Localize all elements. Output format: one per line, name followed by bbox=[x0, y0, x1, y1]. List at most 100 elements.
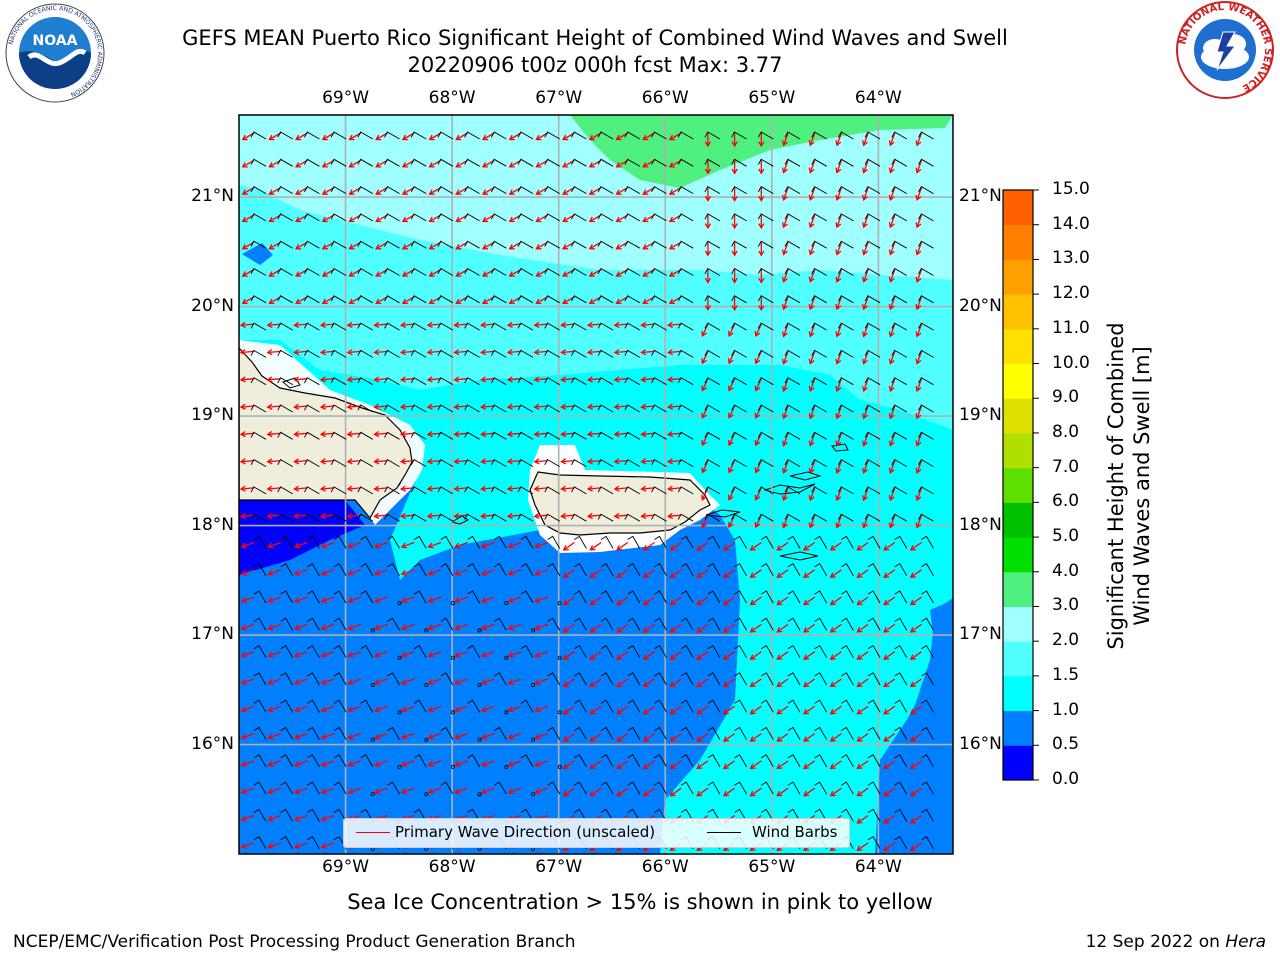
wind-barb bbox=[571, 131, 587, 140]
lon-label-bottom: 65°W bbox=[748, 857, 796, 877]
wind-barb-calm bbox=[531, 628, 536, 633]
wave-direction-arrowhead bbox=[240, 733, 247, 740]
wave-direction-arrowhead bbox=[669, 763, 676, 770]
wind-barb-calm bbox=[531, 792, 536, 797]
wave-direction-arrowhead bbox=[915, 303, 922, 311]
wind-barb bbox=[677, 213, 694, 222]
wave-direction-arrow bbox=[534, 350, 548, 354]
wave-direction-arrowhead bbox=[915, 140, 922, 147]
wave-direction-arrow bbox=[857, 541, 869, 551]
wave-direction-arrow bbox=[857, 596, 869, 606]
wind-barb bbox=[357, 349, 374, 358]
wind-barb bbox=[253, 535, 267, 549]
wave-direction-arrow bbox=[428, 732, 442, 739]
wind-barb bbox=[707, 672, 721, 686]
wave-direction-arrow bbox=[429, 268, 442, 277]
wave-direction-arrow bbox=[776, 705, 789, 715]
wave-direction-arrowhead bbox=[374, 569, 381, 576]
wind-barb bbox=[464, 185, 480, 194]
wind-barb bbox=[894, 699, 908, 713]
wave-direction-arrowhead bbox=[613, 430, 620, 438]
wind-barb bbox=[600, 726, 614, 740]
wave-direction-arrowhead bbox=[642, 654, 649, 660]
wind-barb bbox=[520, 754, 534, 768]
wave-direction-arrow bbox=[269, 241, 282, 250]
wave-direction-arrowhead bbox=[731, 277, 738, 284]
wave-direction-arrowhead bbox=[588, 134, 595, 141]
wave-direction-arrowhead bbox=[758, 277, 765, 284]
wind-barb bbox=[841, 617, 854, 631]
wave-direction-arrowhead bbox=[668, 298, 675, 305]
wave-direction-arrow bbox=[294, 378, 308, 381]
wave-direction-arrow bbox=[321, 378, 335, 381]
wave-direction-arrow bbox=[322, 241, 335, 250]
wind-barb-legend-line bbox=[707, 832, 741, 833]
wave-direction-arrowhead bbox=[293, 842, 301, 849]
wind-barb bbox=[357, 431, 374, 440]
wind-barb bbox=[677, 404, 694, 413]
wave-direction-arrowhead bbox=[427, 706, 434, 713]
wave-direction-arrow bbox=[803, 623, 816, 633]
wave-direction-arrowhead bbox=[427, 761, 434, 767]
wind-barb bbox=[891, 185, 908, 194]
wave-direction-arrow bbox=[916, 296, 923, 310]
wave-direction-arrowhead bbox=[613, 485, 620, 492]
wind-barb bbox=[437, 431, 454, 440]
wind-barb bbox=[544, 240, 560, 249]
wind-barb bbox=[760, 617, 774, 631]
colorbar-tick-label: 1.5 bbox=[1052, 664, 1080, 685]
wave-direction-arrow bbox=[830, 651, 842, 660]
wind-barb bbox=[384, 513, 400, 522]
wave-direction-arrowhead bbox=[835, 440, 842, 447]
wind-barb bbox=[814, 808, 828, 822]
wind-barb bbox=[544, 486, 560, 495]
wind-barb bbox=[384, 158, 400, 167]
wave-direction-arrowhead bbox=[642, 162, 649, 168]
colorbar-segment bbox=[1003, 537, 1033, 573]
wave-direction-arrowhead bbox=[374, 733, 381, 740]
wind-barb bbox=[624, 213, 641, 222]
wave-direction-arrowhead bbox=[888, 385, 895, 393]
wave-direction-arrowhead bbox=[533, 321, 540, 329]
wind-barb bbox=[520, 563, 534, 577]
wave-direction-arrow bbox=[910, 596, 922, 606]
wind-barb bbox=[654, 699, 667, 713]
wind-barb bbox=[707, 808, 721, 822]
wave-direction-arrow bbox=[268, 732, 281, 739]
wave-direction-arrowhead bbox=[696, 654, 703, 660]
wave-direction-arrowhead bbox=[454, 788, 461, 795]
wave-direction-arrowhead bbox=[319, 458, 326, 465]
wave-direction-arrow bbox=[883, 842, 896, 851]
wave-direction-arrow bbox=[641, 459, 655, 463]
wave-direction-arrowhead bbox=[267, 679, 274, 686]
wave-direction-arrow bbox=[616, 241, 629, 250]
wave-direction-arrowhead bbox=[241, 134, 248, 141]
wind-barb bbox=[357, 377, 374, 386]
wind-barb bbox=[918, 213, 934, 222]
wind-barb bbox=[571, 295, 587, 304]
wave-direction-arrow bbox=[670, 596, 682, 606]
wind-barb bbox=[894, 535, 908, 549]
wind-barb bbox=[330, 185, 347, 194]
wave-direction-arrowhead bbox=[374, 706, 381, 713]
wave-direction-arrow bbox=[696, 760, 709, 769]
wind-barb-legend-label: Wind Barbs bbox=[752, 823, 838, 841]
wave-direction-arrowhead bbox=[428, 189, 435, 195]
wave-direction-arrowhead bbox=[267, 706, 274, 713]
wind-barb bbox=[330, 295, 347, 304]
wave-direction-arrowhead bbox=[888, 194, 895, 202]
wind-barb bbox=[811, 513, 827, 522]
wind-barb-calm bbox=[557, 710, 562, 715]
wave-direction-arrow bbox=[728, 460, 736, 473]
wave-direction-arrow bbox=[562, 159, 575, 168]
wave-direction-arrowhead bbox=[295, 244, 302, 250]
wind-barb bbox=[360, 754, 374, 768]
wave-direction-arrowhead bbox=[293, 321, 300, 329]
wave-direction-arrow bbox=[295, 132, 308, 141]
wave-direction-arrowhead bbox=[781, 167, 788, 174]
wave-direction-arrowhead bbox=[829, 708, 836, 715]
wave-direction-arrowhead bbox=[320, 624, 327, 631]
wave-direction-arrow bbox=[534, 459, 548, 463]
wave-direction-arrow bbox=[507, 459, 522, 463]
wave-direction-arrow bbox=[588, 487, 602, 490]
